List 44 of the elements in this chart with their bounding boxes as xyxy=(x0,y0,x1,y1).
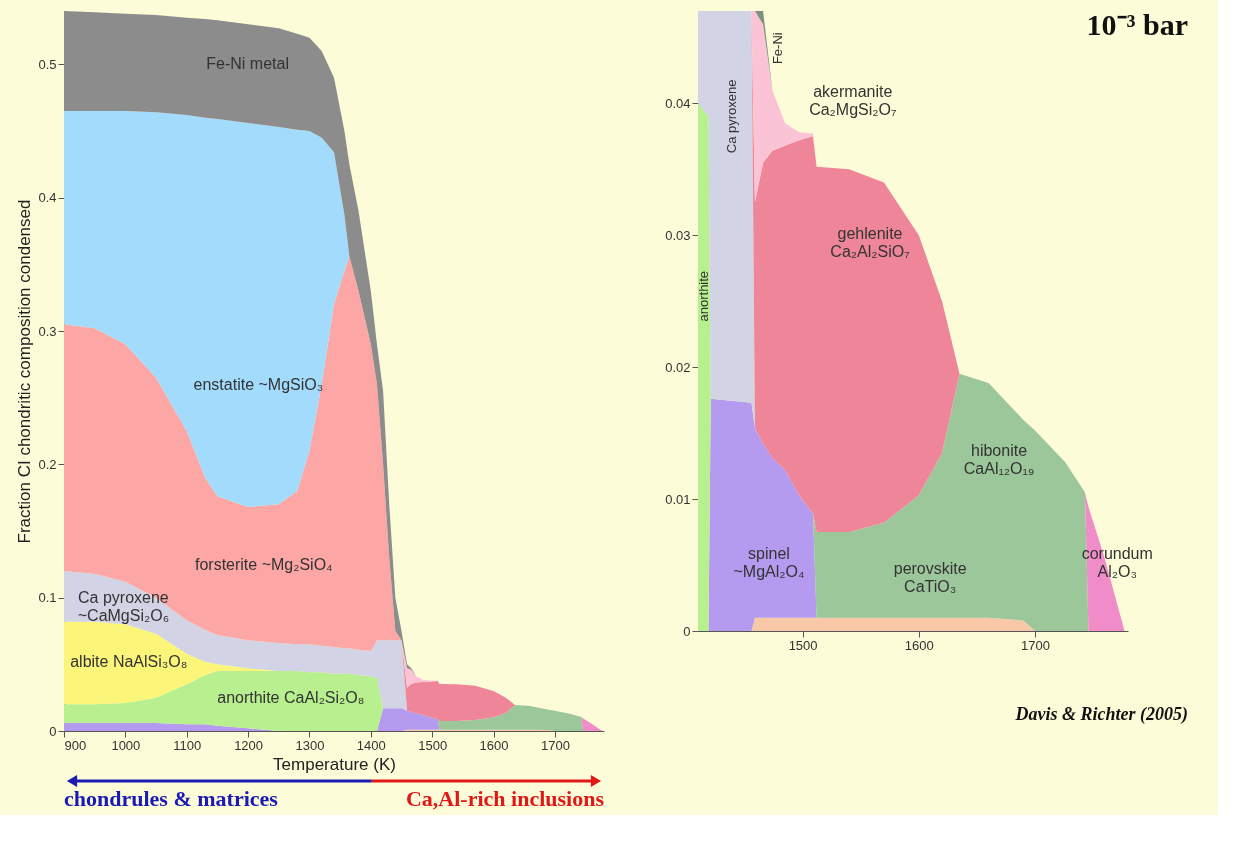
annotation: anorthite CaAl₂Si₂O₈ xyxy=(217,688,365,706)
y-tick-label: 0.3 xyxy=(38,323,57,339)
annotation: akermanite Ca₂MgSi₂O₇ xyxy=(809,82,897,118)
annotation: Ca pyroxene xyxy=(723,79,739,154)
y-axis-title: Fraction CI chondritic composition condensed xyxy=(15,199,35,544)
chart-title: 10⁻³ bar xyxy=(1086,8,1188,41)
y-tick-label: 0.03 xyxy=(665,227,691,243)
x-axis-title: Temperature (K) xyxy=(273,754,396,774)
x-tick-label: 1000 xyxy=(111,737,141,753)
y-tick-label: 0.4 xyxy=(38,190,57,206)
x-tick-label: 1100 xyxy=(173,737,202,753)
annotation: Fe-Ni metal xyxy=(206,55,289,73)
y-tick-label: 0.5 xyxy=(38,56,57,72)
x-tick-label: 1600 xyxy=(479,737,509,753)
text: Davis & Richter (2005) xyxy=(1014,704,1188,725)
text: chondrules & matrices xyxy=(64,786,279,811)
y-tick-label: 0.1 xyxy=(38,590,57,606)
x-tick-label: 1300 xyxy=(295,737,325,753)
x-tick-label: 1500 xyxy=(418,737,448,753)
annotation: gehlenite Ca₂Al₂SiO₇ xyxy=(830,225,910,261)
x-tick-label: 1200 xyxy=(234,737,264,753)
annotation: Fe-Ni xyxy=(769,32,785,65)
x-tick-label: 1400 xyxy=(356,737,386,753)
annotation: perovskite CaTiO₃ xyxy=(893,560,967,595)
y-tick-label: 0.2 xyxy=(38,456,57,472)
text: Ca,Al-rich inclusions xyxy=(405,786,605,811)
y-tick-label: 0.02 xyxy=(665,359,691,375)
x-tick-label: 900 xyxy=(64,737,87,753)
y-tick-label: 0.01 xyxy=(665,491,691,507)
annotation: albite NaAlSi₃O₈ xyxy=(70,652,188,670)
annotation: anorthite xyxy=(695,270,711,322)
annotation: forsterite ~Mg₂SiO₄ xyxy=(194,556,333,574)
annotation: corundum Al₂O₃ xyxy=(1081,544,1153,580)
annotation: enstatite ~MgSiO₃ xyxy=(193,376,324,394)
y-tick-label: 0.04 xyxy=(665,95,691,111)
y-tick-label: 0 xyxy=(683,623,691,639)
annotation: Ca pyroxene ~CaMgSi₂O₆ xyxy=(77,588,170,624)
x-tick-label: 1500 xyxy=(788,637,818,653)
x-tick-label: 1600 xyxy=(904,637,934,653)
x-tick-label: 1700 xyxy=(540,737,570,753)
y-tick-label: 0 xyxy=(49,723,57,739)
x-tick-label: 1700 xyxy=(1021,637,1050,653)
annotation: hibonite CaAl₁₂O₁₉ xyxy=(963,442,1035,478)
annotation: spinel ~MgAl₂O₄ xyxy=(733,544,805,580)
